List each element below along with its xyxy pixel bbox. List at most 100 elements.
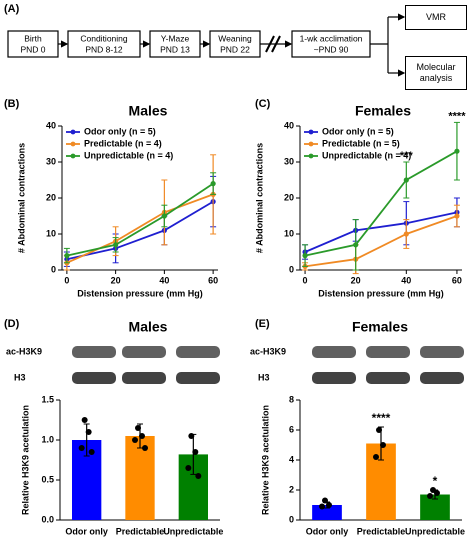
x-tick-label: 40: [401, 275, 411, 285]
annotation: ***: [400, 150, 414, 162]
point: [210, 181, 216, 187]
x-tick-label: Odor only: [306, 526, 349, 536]
y-tick-label: 30: [284, 156, 294, 166]
x-tick-label: Unpredictable: [163, 526, 223, 536]
data-point: [132, 437, 138, 443]
step-box: [67, 30, 141, 58]
point: [454, 148, 460, 154]
panel-label: (E): [255, 318, 270, 330]
series-line: [304, 215, 458, 268]
x-tick-label: 20: [351, 275, 361, 285]
blot-band: [122, 372, 166, 384]
legend-marker: [308, 129, 314, 135]
y-tick-label: 0: [51, 264, 56, 274]
legend-label: Predictable (n = 4): [84, 138, 162, 148]
data-point: [78, 445, 85, 451]
step-sub: PND 13: [160, 44, 190, 54]
blot-band: [312, 372, 356, 384]
panel-label: (D): [4, 318, 20, 330]
legend-label: Odor only (n = 5): [322, 126, 394, 136]
data-point: [185, 465, 192, 471]
data-point: [326, 502, 332, 508]
blot-label: ac-H3K9: [250, 346, 286, 356]
legend-marker: [70, 129, 76, 135]
blot-label: ac-H3K9: [6, 346, 42, 356]
legend-label: Predictable (n = 5): [322, 138, 400, 148]
series-line: [66, 182, 214, 257]
annotation: ****: [448, 110, 466, 122]
point: [454, 213, 460, 219]
annotation: ****: [372, 411, 391, 425]
data-point: [373, 454, 379, 460]
point: [353, 242, 359, 248]
x-tick-label: 60: [452, 275, 462, 285]
y-tick-label: 1.0: [41, 434, 54, 444]
data-point: [135, 425, 141, 431]
bar: [125, 436, 155, 520]
blot-band: [72, 372, 116, 384]
blot-band: [176, 372, 220, 384]
data-point: [188, 433, 195, 439]
step-sub: PND 0: [20, 44, 45, 54]
x-tick-label: 60: [208, 275, 218, 285]
legend-marker: [308, 141, 314, 147]
panel-label: (C): [255, 98, 271, 110]
point: [403, 177, 409, 183]
y-axis-label: # Abdominal contractions: [16, 143, 26, 253]
step-sub: PND 22: [220, 44, 250, 54]
data-point: [322, 497, 328, 504]
y-tick-label: 0.5: [41, 474, 54, 484]
x-tick-label: Predictable: [357, 526, 406, 536]
annotation: *: [433, 474, 438, 488]
y-tick-label: 0.0: [41, 514, 54, 524]
data-point: [139, 433, 145, 439]
legend-label: Unpredictable (n = 4): [322, 150, 411, 160]
y-tick-label: 10: [46, 228, 56, 238]
y-tick-label: 40: [284, 120, 294, 130]
point: [403, 231, 409, 237]
y-tick-label: 0: [289, 514, 294, 524]
y-tick-label: 4: [289, 454, 294, 464]
outcome-box: VMR: [405, 5, 467, 30]
step-title: Birth: [24, 33, 42, 43]
series-line: [66, 193, 214, 264]
data-point: [434, 490, 440, 496]
point: [113, 242, 119, 248]
y-tick-label: 8: [289, 394, 294, 404]
blot-band: [176, 346, 220, 358]
data-point: [81, 417, 88, 423]
y-tick-label: 1.5: [41, 394, 54, 404]
step-box: [291, 30, 371, 58]
y-axis-label: Relative H3K9 acetulation: [20, 405, 30, 515]
x-tick-label: 0: [64, 275, 69, 285]
panel-label: (B): [4, 98, 20, 110]
legend-label: Unpredictable (n = 4): [84, 150, 173, 160]
panel-label: (A): [4, 3, 20, 15]
y-tick-label: 6: [289, 424, 294, 434]
legend-marker: [70, 153, 76, 159]
step-title: Y-Maze: [161, 33, 190, 43]
step-sub: PND 8-12: [85, 44, 123, 54]
step-box: [7, 30, 59, 58]
step-title: 1-wk acclimation: [300, 33, 363, 43]
series-line: [304, 211, 458, 253]
x-tick-label: 40: [159, 275, 169, 285]
series-line: [66, 200, 214, 261]
data-point: [142, 445, 148, 451]
x-axis-label: Distension pressure (mm Hg): [77, 288, 203, 298]
blot-band: [312, 346, 356, 358]
blot-band: [366, 346, 410, 358]
x-tick-label: Unpredictable: [405, 526, 465, 536]
blot-band: [72, 346, 116, 358]
point: [64, 253, 70, 259]
step-sub: ~PND 90: [314, 44, 349, 54]
chart-title: Males: [129, 319, 168, 335]
data-point: [195, 473, 202, 479]
y-tick-label: 2: [289, 484, 294, 494]
legend-marker: [70, 141, 76, 147]
blot-band: [420, 346, 464, 358]
y-tick-label: 40: [46, 120, 56, 130]
data-point: [88, 449, 95, 455]
x-axis-label: Distension pressure (mm Hg): [318, 288, 444, 298]
